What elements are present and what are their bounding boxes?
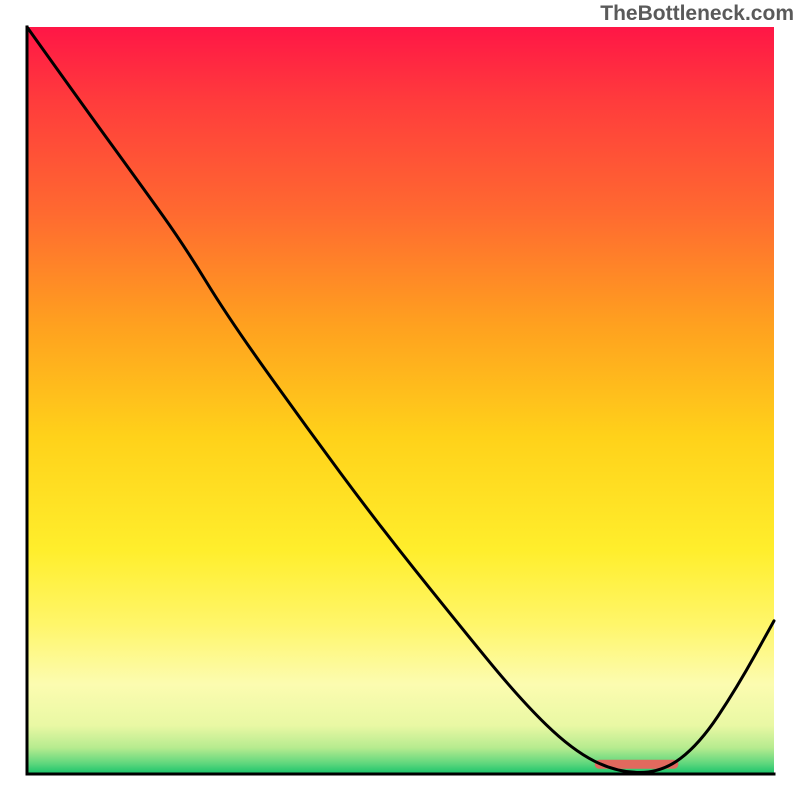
gradient-background — [27, 27, 774, 774]
watermark-label: TheBottleneck.com — [600, 2, 794, 26]
bottleneck-chart — [0, 0, 800, 800]
